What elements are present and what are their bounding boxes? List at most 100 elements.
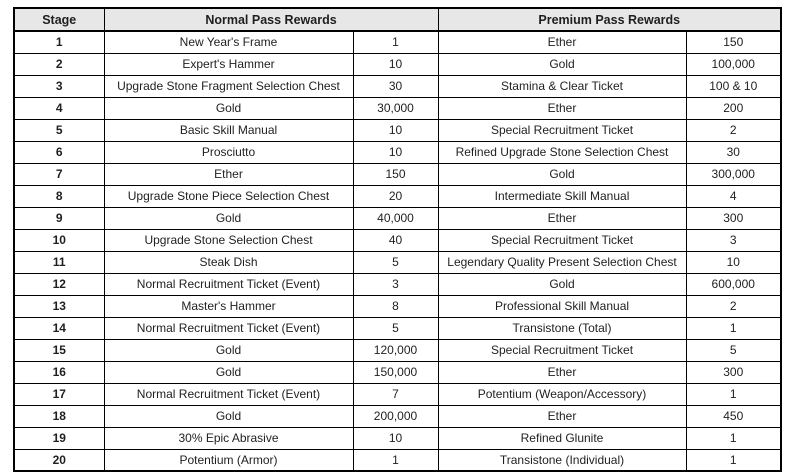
pass-rewards-table: Stage Normal Pass Rewards Premium Pass R… (13, 7, 782, 472)
premium-qty-cell: 30 (685, 140, 782, 164)
normal-item-cell: Potentium (Armor) (103, 448, 354, 472)
table-body: 1 New Year's Frame 1 Ether 150 2 Expert'… (13, 30, 782, 472)
normal-qty-cell: 40,000 (352, 206, 439, 230)
stage-cell: 9 (13, 206, 105, 230)
premium-item-cell: Ether (437, 30, 687, 54)
premium-qty-cell: 10 (685, 250, 782, 274)
normal-item-cell: Gold (103, 338, 354, 362)
normal-qty-cell: 150,000 (352, 360, 439, 384)
stage-cell: 2 (13, 52, 105, 76)
stage-cell: 11 (13, 250, 105, 274)
normal-item-cell: Steak Dish (103, 250, 354, 274)
table-row: 17 Normal Recruitment Ticket (Event) 7 P… (13, 382, 782, 406)
premium-qty-cell: 300,000 (685, 162, 782, 186)
normal-qty-cell: 40 (352, 228, 439, 252)
stage-cell: 20 (13, 448, 105, 472)
premium-item-cell: Ether (437, 360, 687, 384)
premium-item-cell: Stamina & Clear Ticket (437, 74, 687, 98)
premium-qty-cell: 1 (685, 426, 782, 450)
stage-cell: 15 (13, 338, 105, 362)
normal-qty-cell: 10 (352, 52, 439, 76)
normal-item-cell: Normal Recruitment Ticket (Event) (103, 382, 354, 406)
table-row: 4 Gold 30,000 Ether 200 (13, 96, 782, 120)
header-stage: Stage (13, 7, 105, 32)
premium-qty-cell: 2 (685, 294, 782, 318)
table-row: 5 Basic Skill Manual 10 Special Recruitm… (13, 118, 782, 142)
normal-item-cell: Upgrade Stone Selection Chest (103, 228, 354, 252)
normal-item-cell: 30% Epic Abrasive (103, 426, 354, 450)
premium-qty-cell: 3 (685, 228, 782, 252)
normal-item-cell: Upgrade Stone Piece Selection Chest (103, 184, 354, 208)
premium-item-cell: Ether (437, 206, 687, 230)
normal-qty-cell: 7 (352, 382, 439, 406)
premium-qty-cell: 4 (685, 184, 782, 208)
premium-item-cell: Gold (437, 162, 687, 186)
table-row: 7 Ether 150 Gold 300,000 (13, 162, 782, 186)
premium-item-cell: Special Recruitment Ticket (437, 338, 687, 362)
normal-item-cell: Gold (103, 96, 354, 120)
normal-item-cell: Ether (103, 162, 354, 186)
premium-qty-cell: 2 (685, 118, 782, 142)
table-row: 3 Upgrade Stone Fragment Selection Chest… (13, 74, 782, 98)
normal-qty-cell: 120,000 (352, 338, 439, 362)
stage-cell: 14 (13, 316, 105, 340)
normal-qty-cell: 1 (352, 30, 439, 54)
premium-qty-cell: 300 (685, 206, 782, 230)
normal-item-cell: Prosciutto (103, 140, 354, 164)
table-row: 14 Normal Recruitment Ticket (Event) 5 T… (13, 316, 782, 340)
stage-cell: 6 (13, 140, 105, 164)
table-row: 6 Prosciutto 10 Refined Upgrade Stone Se… (13, 140, 782, 164)
table-row: 19 30% Epic Abrasive 10 Refined Glunite … (13, 426, 782, 450)
normal-qty-cell: 1 (352, 448, 439, 472)
normal-qty-cell: 10 (352, 140, 439, 164)
normal-item-cell: Gold (103, 360, 354, 384)
premium-qty-cell: 1 (685, 448, 782, 472)
stage-cell: 17 (13, 382, 105, 406)
table-row: 12 Normal Recruitment Ticket (Event) 3 G… (13, 272, 782, 296)
table-row: 13 Master's Hammer 8 Professional Skill … (13, 294, 782, 318)
normal-item-cell: Basic Skill Manual (103, 118, 354, 142)
normal-qty-cell: 10 (352, 118, 439, 142)
normal-item-cell: Gold (103, 206, 354, 230)
stage-cell: 12 (13, 272, 105, 296)
normal-item-cell: Upgrade Stone Fragment Selection Chest (103, 74, 354, 98)
stage-cell: 3 (13, 74, 105, 98)
premium-item-cell: Professional Skill Manual (437, 294, 687, 318)
normal-qty-cell: 5 (352, 316, 439, 340)
premium-item-cell: Intermediate Skill Manual (437, 184, 687, 208)
normal-qty-cell: 150 (352, 162, 439, 186)
premium-qty-cell: 600,000 (685, 272, 782, 296)
normal-item-cell: Normal Recruitment Ticket (Event) (103, 272, 354, 296)
stage-cell: 5 (13, 118, 105, 142)
premium-qty-cell: 5 (685, 338, 782, 362)
stage-cell: 18 (13, 404, 105, 428)
table-row: 15 Gold 120,000 Special Recruitment Tick… (13, 338, 782, 362)
premium-qty-cell: 1 (685, 316, 782, 340)
normal-qty-cell: 30,000 (352, 96, 439, 120)
premium-item-cell: Potentium (Weapon/Accessory) (437, 382, 687, 406)
table-row: 9 Gold 40,000 Ether 300 (13, 206, 782, 230)
premium-qty-cell: 150 (685, 30, 782, 54)
normal-qty-cell: 200,000 (352, 404, 439, 428)
normal-qty-cell: 8 (352, 294, 439, 318)
table-row: 18 Gold 200,000 Ether 450 (13, 404, 782, 428)
stage-cell: 19 (13, 426, 105, 450)
premium-item-cell: Refined Upgrade Stone Selection Chest (437, 140, 687, 164)
normal-item-cell: New Year's Frame (103, 30, 354, 54)
table-row: 8 Upgrade Stone Piece Selection Chest 20… (13, 184, 782, 208)
normal-item-cell: Master's Hammer (103, 294, 354, 318)
premium-item-cell: Gold (437, 272, 687, 296)
stage-cell: 7 (13, 162, 105, 186)
stage-cell: 8 (13, 184, 105, 208)
stage-cell: 1 (13, 30, 105, 54)
stage-cell: 13 (13, 294, 105, 318)
normal-qty-cell: 10 (352, 426, 439, 450)
premium-qty-cell: 1 (685, 382, 782, 406)
normal-qty-cell: 5 (352, 250, 439, 274)
premium-item-cell: Refined Glunite (437, 426, 687, 450)
premium-item-cell: Special Recruitment Ticket (437, 228, 687, 252)
normal-qty-cell: 30 (352, 74, 439, 98)
table-row: 10 Upgrade Stone Selection Chest 40 Spec… (13, 228, 782, 252)
table-row: 16 Gold 150,000 Ether 300 (13, 360, 782, 384)
premium-qty-cell: 100,000 (685, 52, 782, 76)
